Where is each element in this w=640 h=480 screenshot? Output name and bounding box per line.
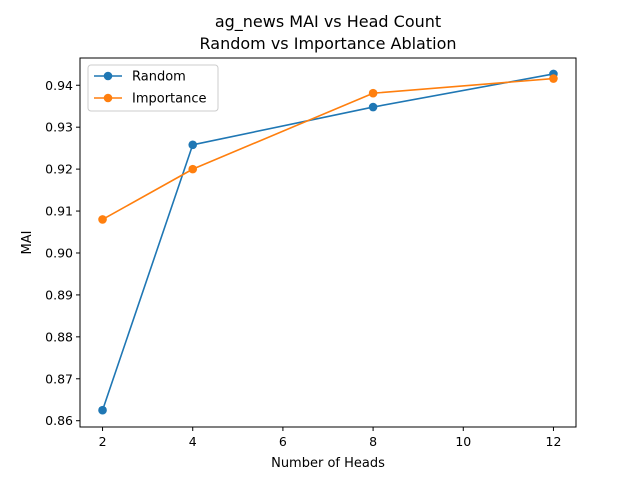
data-point-random: [98, 405, 107, 415]
legend-marker: [103, 71, 113, 81]
series-line-importance: [102, 77, 554, 221]
x-tick-label: 2: [99, 434, 107, 449]
data-point-importance: [549, 74, 558, 83]
legend-marker: [103, 93, 113, 103]
y-tick-label: 0.88: [45, 329, 73, 344]
y-tick-label: 0.92: [45, 162, 73, 177]
x-axis: 2 4 6 8 10 12: [99, 427, 562, 449]
plot-area: [80, 58, 576, 427]
x-tick-label: 8: [369, 434, 377, 449]
series-line-random: [101, 73, 554, 411]
legend-label: Importance: [132, 92, 207, 107]
series-layer: [98, 69, 558, 415]
y-tick-label: 0.86: [45, 413, 73, 428]
x-tick-label: 6: [279, 434, 287, 449]
y-tick-label: 0.91: [45, 204, 73, 219]
data-point-random: [188, 140, 198, 150]
x-tick-label: 12: [546, 434, 562, 449]
y-tick-label: 0.87: [45, 371, 73, 386]
x-axis-label: Number of Heads: [271, 456, 385, 471]
plot-frame: [79, 57, 577, 428]
x-tick-label: 4: [189, 434, 197, 449]
x-tick-label: 10: [455, 434, 471, 449]
y-tick-label: 0.93: [45, 120, 73, 135]
y-axis-label: MAI: [20, 231, 35, 255]
data-point-random: [368, 102, 378, 112]
chart-subtitle: Random vs Importance Ablation: [200, 34, 457, 53]
data-point-importance: [188, 164, 198, 174]
data-point-importance: [368, 88, 378, 98]
data-point-importance: [98, 215, 107, 224]
y-tick-label: 0.94: [45, 78, 73, 93]
y-tick-label: 0.90: [45, 245, 73, 260]
legend: Random Importance: [87, 64, 219, 112]
y-tick-label: 0.89: [45, 287, 73, 302]
chart-title: ag_news MAI vs Head Count: [215, 12, 441, 32]
y-axis: 0.86 0.87 0.88 0.89 0.90 0.91 0.92 0.93 0.94: [45, 78, 80, 428]
legend-label: Random: [132, 70, 186, 85]
